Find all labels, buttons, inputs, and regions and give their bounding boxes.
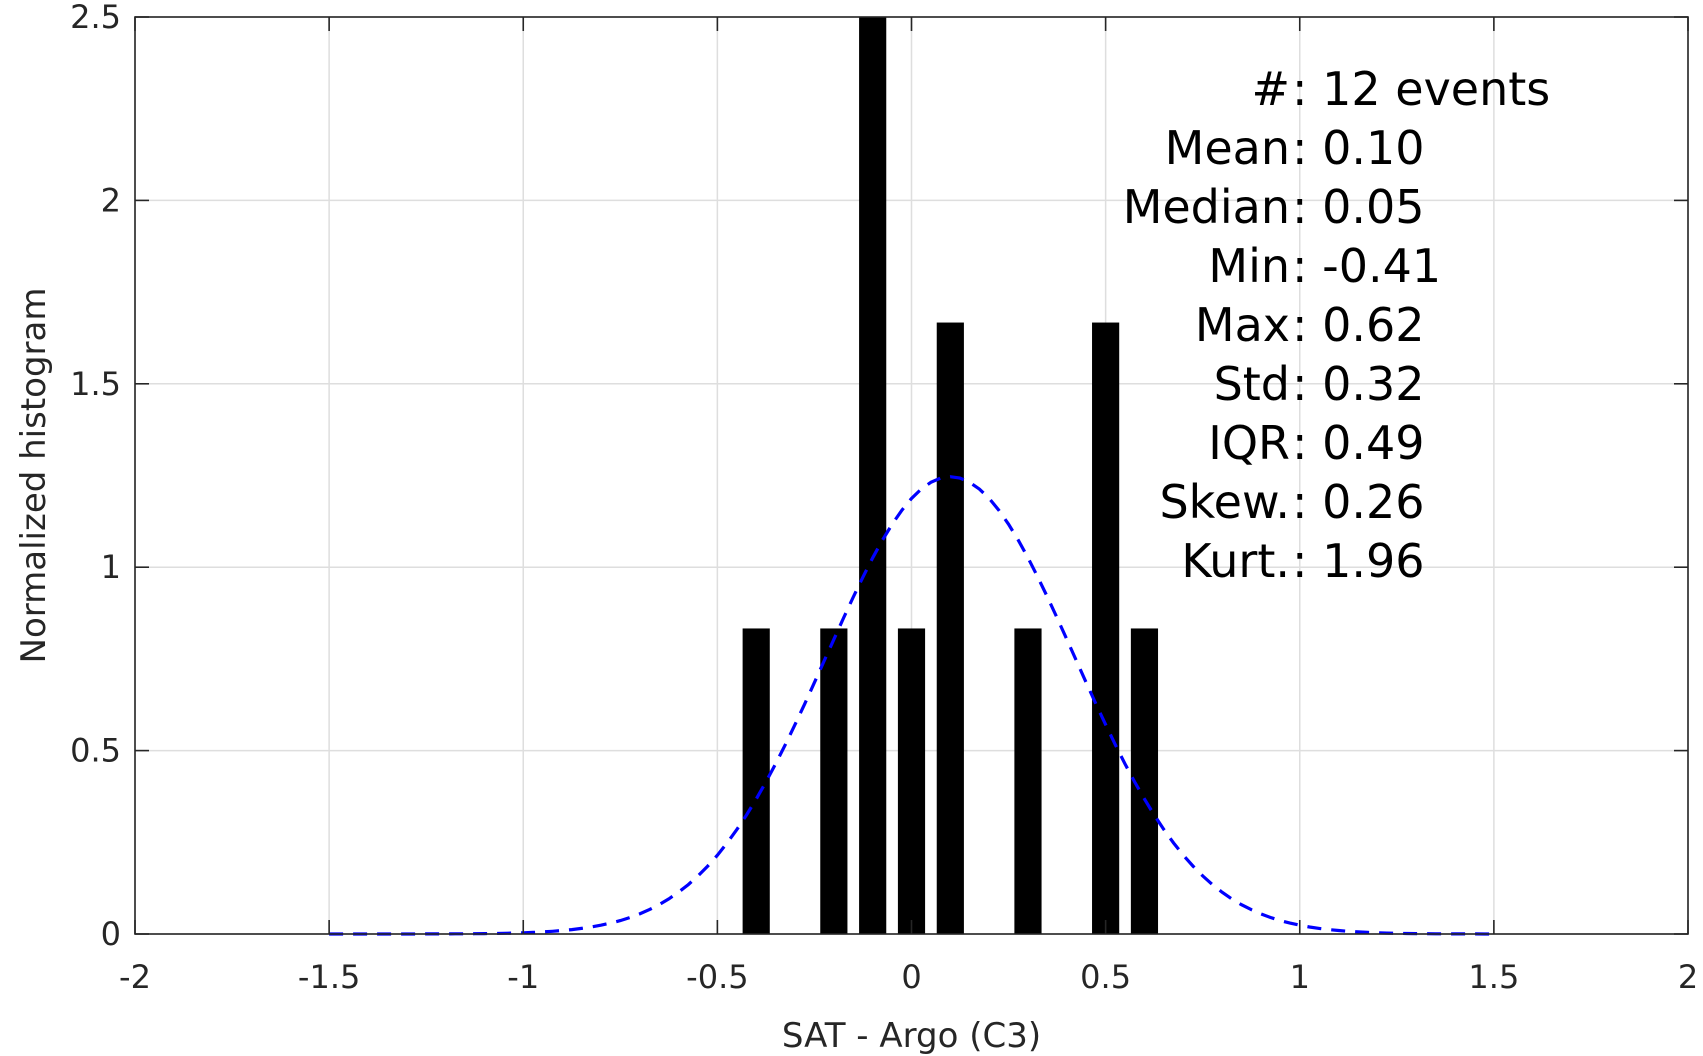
stat-label: Std	[1214, 357, 1290, 411]
x-tick-label: -2	[119, 958, 151, 996]
stat-label: IQR	[1208, 416, 1290, 470]
x-tick-label: -0.5	[686, 958, 748, 996]
y-tick-label: 1.5	[70, 365, 121, 403]
stat-label: Min	[1208, 239, 1290, 293]
stat-value: : 12 events	[1292, 62, 1550, 116]
stat-value: : 0.26	[1292, 475, 1425, 529]
x-tick-label: -1.5	[298, 958, 360, 996]
stat-label: Median	[1123, 180, 1290, 234]
x-tick-label: 0	[901, 958, 921, 996]
y-tick-label: 0.5	[70, 732, 121, 770]
stat-label: Mean	[1165, 121, 1290, 175]
y-tick-label: 1	[101, 548, 121, 586]
stat-value: : -0.41	[1292, 239, 1441, 293]
stat-value: : 0.10	[1292, 121, 1425, 175]
stat-label: Kurt.	[1181, 534, 1290, 588]
stat-value: : 0.05	[1292, 180, 1425, 234]
x-axis-label: SAT - Argo (C3)	[782, 1016, 1041, 1056]
histogram-bar	[936, 322, 964, 934]
stat-label: #	[1251, 62, 1290, 116]
x-axis-ticks: -2 -1.5 -1 -0.5 0 0.5 1 1.5 2	[119, 17, 1698, 996]
y-axis-ticks: 0 0.5 1 1.5 2 2.5	[70, 0, 1688, 953]
x-tick-label: 2	[1678, 958, 1698, 996]
y-tick-label: 2	[101, 181, 121, 219]
stat-value: : 0.49	[1292, 416, 1425, 470]
y-axis-label: Normalized histogram	[14, 288, 54, 664]
stat-value: : 0.32	[1292, 357, 1425, 411]
stat-label: Skew.	[1159, 475, 1290, 529]
x-tick-label: 1.5	[1468, 958, 1519, 996]
x-tick-label: 0.5	[1080, 958, 1131, 996]
histogram-bar	[1014, 628, 1042, 934]
y-tick-label: 2.5	[70, 0, 121, 36]
stat-value: : 0.62	[1292, 298, 1425, 352]
x-tick-label: -1	[507, 958, 539, 996]
x-tick-label: 1	[1290, 958, 1310, 996]
histogram-bar	[742, 628, 770, 934]
y-tick-label: 0	[101, 915, 121, 953]
histogram-bar	[820, 628, 848, 934]
stat-value: : 1.96	[1292, 534, 1425, 588]
histogram-bar	[1092, 322, 1120, 934]
histogram-bar	[897, 628, 926, 934]
histogram-bar	[859, 17, 887, 934]
stat-label: Max	[1195, 298, 1290, 352]
histogram-bars	[742, 17, 1159, 934]
